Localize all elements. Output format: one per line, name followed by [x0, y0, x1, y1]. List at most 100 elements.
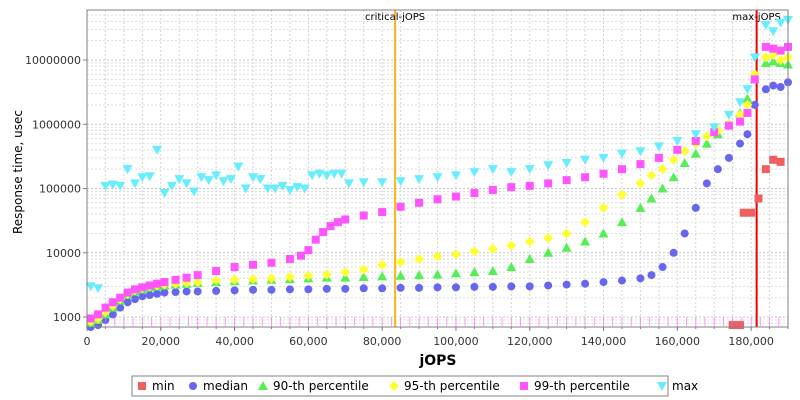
data-point [101, 303, 110, 312]
data-point [647, 271, 656, 280]
data-point [122, 165, 133, 175]
data-point [137, 173, 148, 183]
data-point [451, 283, 460, 292]
data-point [679, 157, 690, 167]
marker-lines: critical-jOPS max-jOPS [365, 10, 781, 327]
data-point [524, 254, 535, 264]
data-point [311, 235, 320, 244]
data-point [598, 153, 609, 163]
data-point [326, 222, 335, 231]
data-point [710, 128, 719, 137]
data-point [395, 270, 406, 280]
data-point [525, 181, 534, 190]
data-point [174, 175, 185, 185]
x-tick-label: 40,000 [215, 335, 254, 348]
data-point [657, 164, 668, 175]
data-point [153, 279, 162, 288]
data-point [669, 248, 678, 257]
data-point [343, 179, 354, 189]
x-tick-label: 140,000 [581, 335, 627, 348]
data-point [130, 285, 139, 294]
data-point [635, 178, 646, 189]
data-point [469, 267, 480, 277]
data-point [267, 258, 276, 267]
data-point [635, 147, 646, 157]
data-point [248, 274, 259, 285]
data-point [657, 183, 668, 193]
data-point [358, 264, 369, 275]
data-point [395, 256, 406, 267]
data-point [321, 269, 332, 280]
data-point [487, 243, 498, 254]
data-point [581, 173, 590, 182]
data-point [690, 130, 701, 140]
data-point [617, 276, 626, 285]
data-point [543, 161, 554, 171]
data-point [307, 171, 318, 181]
data-point [507, 282, 516, 291]
data-point [171, 275, 180, 284]
data-point [450, 171, 461, 181]
data-point [524, 236, 535, 247]
data-point [739, 208, 748, 217]
data-point [433, 195, 442, 204]
data-point [212, 286, 221, 295]
data-point [329, 169, 340, 179]
data-point [267, 285, 276, 294]
legend-marker [138, 382, 146, 390]
y-axis-ticks: 1000 10000 100000 1000000 10000000 [25, 54, 87, 324]
legend-label: 99-th percentile [534, 379, 630, 393]
marker-label: max-jOPS [732, 12, 780, 23]
legend-marker [189, 382, 197, 390]
data-point [488, 282, 497, 291]
legend-label: max [672, 379, 698, 393]
data-point [543, 232, 554, 243]
legend-box [131, 375, 669, 397]
data-point [469, 168, 480, 178]
data-point [218, 177, 229, 187]
x-tick-label: 100,000 [433, 335, 479, 348]
data-point [776, 83, 785, 92]
data-point [159, 189, 170, 199]
data-point [680, 229, 689, 238]
data-point [182, 287, 191, 296]
data-point [701, 138, 712, 148]
data-point [507, 183, 516, 192]
data-point [171, 288, 180, 297]
data-point [284, 271, 295, 282]
data-point [229, 274, 240, 285]
data-point [691, 136, 700, 145]
data-point [469, 246, 480, 257]
data-point [561, 242, 572, 252]
data-point [598, 228, 609, 238]
data-point [701, 131, 712, 142]
x-axis-ticks: 0 20,000 40,000 60,000 80,000 100,000 120,000 1… [84, 327, 789, 348]
data-point [616, 189, 627, 200]
data-point [747, 208, 756, 217]
legend-marker [520, 382, 528, 390]
data-point [724, 153, 733, 162]
data-point [182, 273, 191, 282]
x-tick-label: 80,000 [363, 335, 402, 348]
data-point [760, 57, 771, 67]
data-point [768, 56, 779, 66]
data-point [358, 178, 369, 188]
data-point [115, 181, 126, 191]
data-point [736, 139, 745, 148]
data-point [414, 254, 425, 265]
data-point [562, 176, 571, 185]
data-point [581, 279, 590, 288]
data-point [761, 42, 770, 51]
y-tick-label: 100000 [39, 183, 81, 196]
data-point [580, 217, 591, 228]
data-point [240, 184, 251, 194]
data-point [100, 181, 111, 191]
y-tick-label: 10000 [46, 247, 81, 260]
data-point [673, 145, 682, 154]
data-point [646, 170, 657, 181]
data-point [432, 173, 443, 183]
data-point [646, 193, 657, 203]
data-point [653, 142, 664, 152]
data-point [249, 260, 258, 269]
data-point [470, 189, 479, 198]
